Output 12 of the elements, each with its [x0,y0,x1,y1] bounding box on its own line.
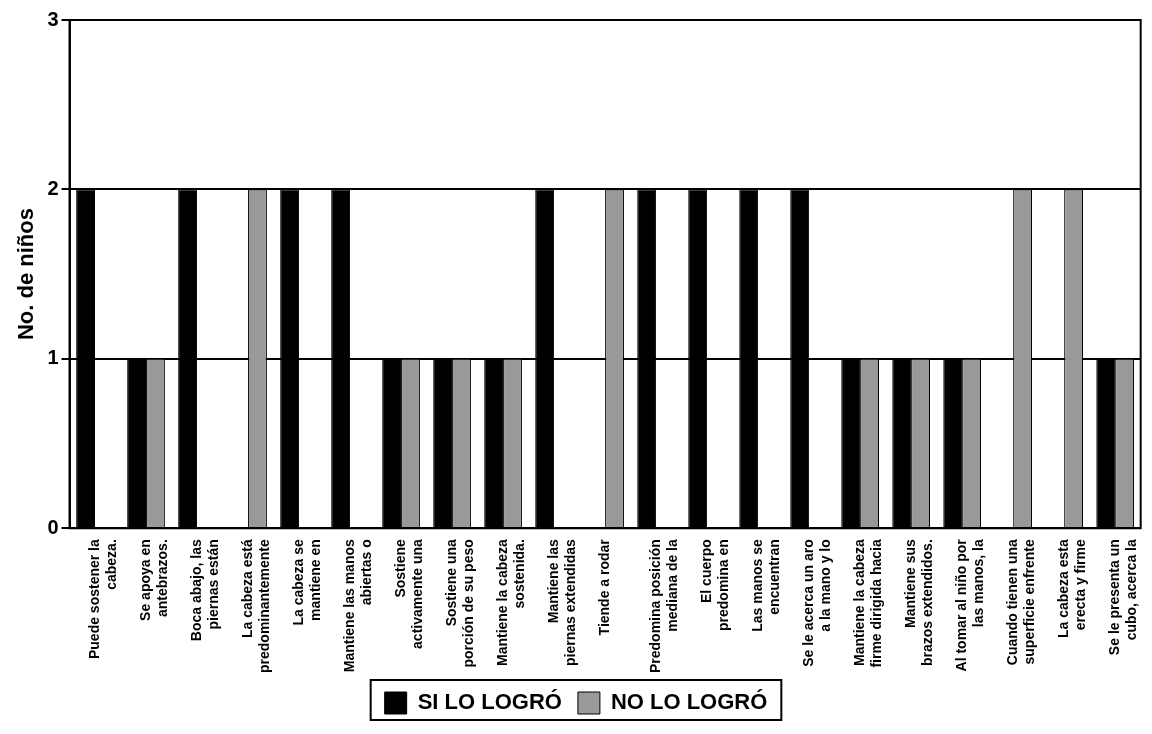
legend-label: SI LO LOGRÓ [417,689,562,715]
y-tick-label: 3 [47,7,59,30]
y-axis-title: No. de niños [13,208,39,341]
x-tick-label: Se apoya en antebrazos. [136,539,170,621]
x-tick-label: Mantiene sus brazos extendidos. [901,539,935,667]
x-tick-label: Mantiene la cabeza sostenida. [493,538,527,667]
y-tick-label: 1 [47,346,59,369]
y-tick-label: 2 [47,176,59,199]
legend-label: NO LO LOGRÓ [610,689,768,715]
y-tick-label: 0 [47,515,59,538]
x-tick-label: Tiende a rodar [595,538,612,636]
x-tick-label: Puede sostener la cabeza. [85,538,119,660]
